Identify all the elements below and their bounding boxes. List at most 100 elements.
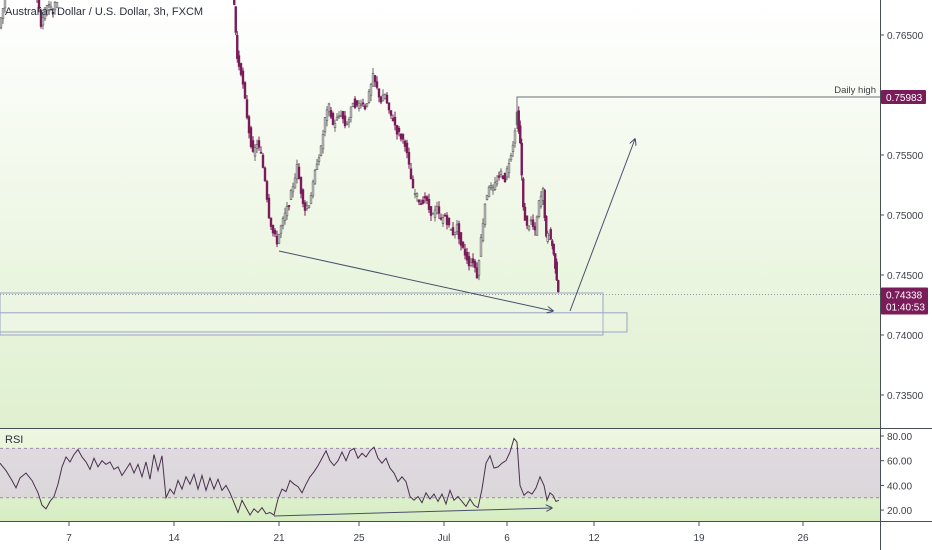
- countdown-text: 01:40:53: [886, 302, 925, 313]
- price-tick-label: 0.74000: [887, 331, 924, 342]
- candle-body: [313, 169, 317, 185]
- candle-body: [441, 217, 445, 224]
- candle-body: [413, 193, 417, 195]
- candle-body: [377, 88, 381, 98]
- candle-body: [249, 127, 253, 147]
- candle-body: [437, 206, 441, 214]
- candle-body: [337, 115, 341, 118]
- candle-body: [259, 151, 263, 154]
- candle-body: [355, 100, 359, 106]
- candle-body: [51, 12, 55, 14]
- candle-body: [251, 140, 255, 152]
- candle-body: [381, 94, 385, 102]
- candle-body: [519, 125, 522, 144]
- candle-body: [291, 186, 295, 193]
- candle-body: [529, 219, 533, 222]
- candle-body: [273, 230, 277, 235]
- candle-body: [522, 178, 525, 208]
- candle-body: [405, 142, 409, 154]
- candle-body: [385, 94, 389, 104]
- time-axis-ticks: 7 14 21 25 Jul 6 12 19 26: [66, 522, 809, 544]
- candle-body: [327, 103, 331, 113]
- candle-body: [447, 217, 451, 226]
- candle-body: [435, 205, 439, 214]
- candle-body: [1, 8, 5, 20]
- candle-body: [427, 199, 431, 210]
- candle-body: [287, 205, 291, 207]
- candle-body: [333, 123, 337, 128]
- candle-body: [275, 235, 279, 245]
- candle-body: [257, 140, 261, 148]
- candle-body: [393, 116, 397, 126]
- time-tick-label: 14: [168, 533, 180, 544]
- candle-body: [243, 82, 247, 99]
- candle-body: [421, 199, 425, 204]
- candle-body: [467, 256, 471, 267]
- candle-body: [457, 223, 461, 240]
- daily-high-line[interactable]: [516, 96, 880, 128]
- candle-body: [523, 206, 527, 221]
- candle-body: [371, 73, 375, 87]
- rsi-label: RSI: [5, 434, 23, 446]
- candle-body: [39, 10, 43, 27]
- candle-body: [389, 110, 393, 116]
- last-price-text: 0.74338: [886, 290, 923, 301]
- candle-body: [513, 130, 517, 144]
- price-divergence-line[interactable]: [278, 250, 553, 311]
- candle-body: [531, 219, 535, 227]
- candle-body: [315, 163, 319, 170]
- rsi-line: [0, 437, 560, 517]
- price-pane[interactable]: [0, 0, 880, 428]
- candle-body: [323, 117, 327, 133]
- candle-body: [43, 7, 47, 20]
- candle-body: [557, 280, 560, 292]
- candle-body: [449, 228, 453, 231]
- candle-body: [461, 241, 465, 248]
- candle-body: [271, 224, 275, 234]
- candle-body: [465, 252, 469, 261]
- price-tick-label: 0.74500: [887, 271, 924, 282]
- candle-body: [497, 175, 501, 178]
- candle-body: [331, 112, 335, 125]
- candle-body: [471, 258, 475, 264]
- projection-arrow[interactable]: [569, 139, 635, 312]
- candle-body: [359, 103, 363, 106]
- candle-body: [481, 222, 485, 242]
- candle-body: [417, 199, 421, 203]
- candle-body: [517, 110, 520, 132]
- candle-body: [439, 217, 443, 220]
- price-tick-label: 0.75000: [887, 211, 924, 222]
- candle-body: [479, 237, 483, 257]
- candle-body: [387, 102, 391, 111]
- candle-body: [477, 260, 481, 276]
- candle-body: [431, 212, 435, 215]
- time-tick-label: 6: [504, 533, 510, 544]
- price-tick-label: 0.73500: [887, 391, 924, 402]
- candle-body: [261, 154, 265, 168]
- candle-body: [351, 102, 355, 107]
- candle-body: [295, 164, 299, 180]
- rsi-band: [0, 448, 880, 498]
- candle-body: [3, 0, 7, 9]
- candle-body: [325, 109, 329, 122]
- candle-body: [535, 216, 539, 236]
- candle-body: [537, 200, 541, 217]
- rsi-divergence-line[interactable]: [273, 508, 552, 517]
- candle-body: [379, 96, 383, 103]
- candle-body: [455, 224, 459, 233]
- candle-body: [451, 227, 455, 236]
- candle-body: [419, 203, 423, 205]
- candle-body: [253, 147, 257, 157]
- candle-body: [554, 253, 557, 269]
- candle-body: [49, 6, 53, 11]
- candle-body: [236, 34, 239, 59]
- candle-body: [459, 232, 463, 246]
- candle-body: [247, 116, 251, 134]
- candle-body: [309, 195, 313, 205]
- time-axis[interactable]: [0, 522, 880, 550]
- zone-box[interactable]: [0, 312, 628, 333]
- candle-body: [285, 205, 289, 217]
- candle-body: [425, 196, 429, 201]
- last-price-tag: [881, 287, 928, 315]
